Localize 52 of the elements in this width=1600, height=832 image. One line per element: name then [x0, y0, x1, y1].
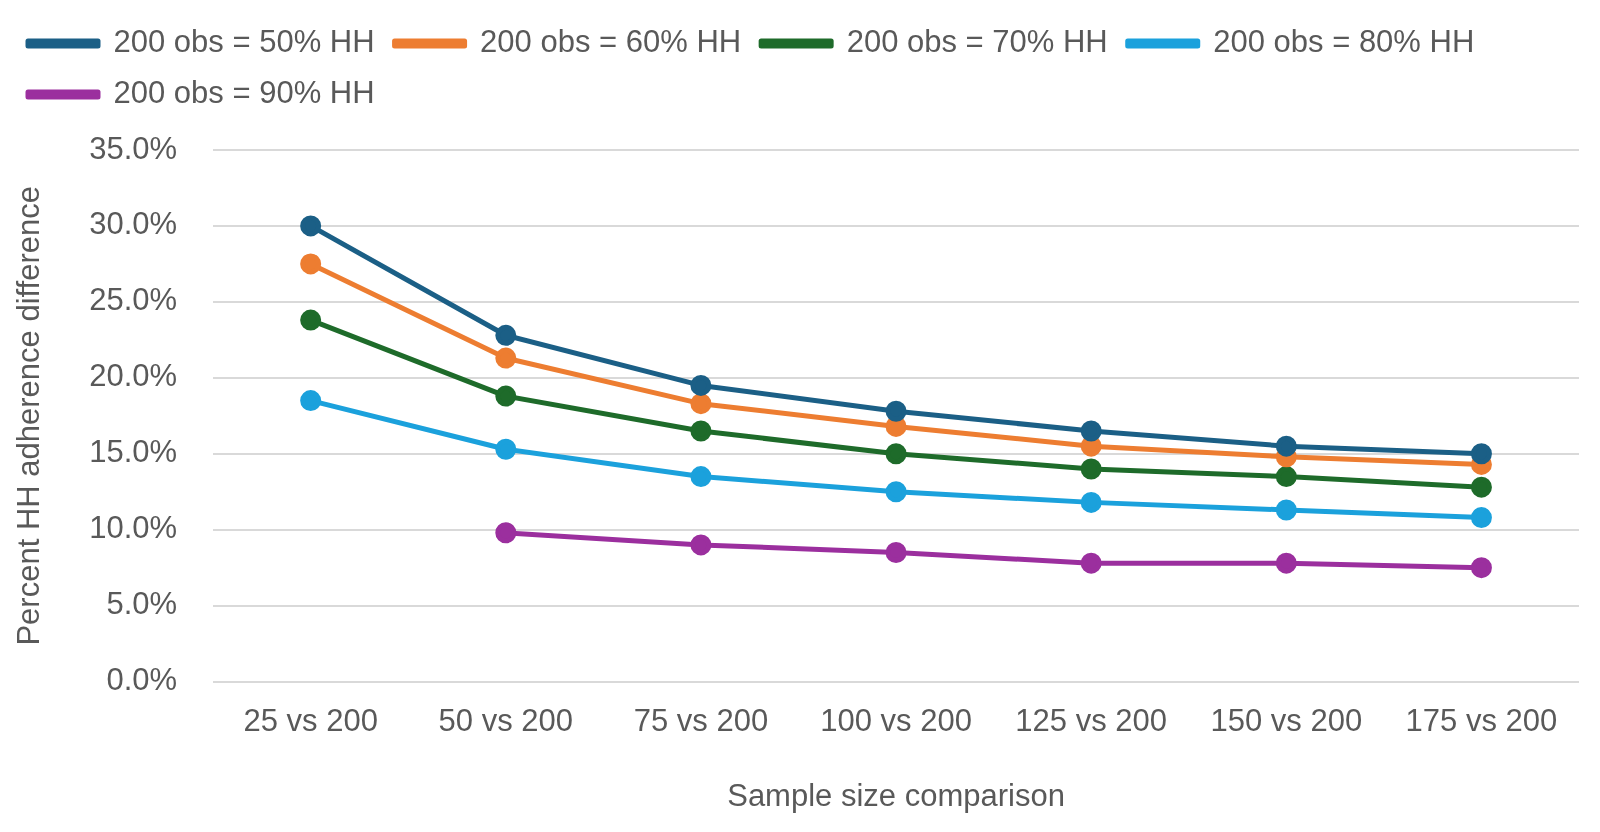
point — [690, 534, 712, 556]
point — [690, 420, 712, 442]
x-tick-label: 150 vs 200 — [1210, 702, 1363, 738]
y-axis-title: Percent HH adherence difference — [11, 186, 47, 646]
point — [1275, 552, 1297, 574]
point — [495, 385, 517, 407]
y-tick-label: 30.0% — [89, 206, 178, 242]
point — [690, 466, 712, 488]
x-tick-label: 25 vs 200 — [243, 702, 378, 738]
y-tick-label: 0.0% — [106, 662, 178, 698]
point — [495, 438, 517, 460]
point — [1470, 507, 1492, 529]
point — [1470, 557, 1492, 579]
y-tick-label: 20.0% — [89, 358, 178, 394]
point — [690, 393, 712, 415]
point — [885, 400, 907, 422]
point — [300, 253, 322, 275]
legend-label: 200 obs = 50% HH — [113, 24, 375, 60]
point — [1080, 420, 1102, 442]
x-tick-label: 125 vs 200 — [1015, 702, 1168, 738]
y-tick-label: 35.0% — [89, 130, 178, 166]
legend-label: 200 obs = 70% HH — [846, 24, 1108, 60]
legend-label: 200 obs = 60% HH — [480, 24, 742, 60]
point — [1470, 476, 1492, 498]
x-tick-label: 175 vs 200 — [1405, 702, 1558, 738]
legend-label: 200 obs = 90% HH — [113, 75, 375, 111]
x-tick-label: 50 vs 200 — [438, 702, 574, 738]
point — [1275, 435, 1297, 457]
point — [885, 481, 907, 503]
legend-label: 200 obs = 80% HH — [1213, 24, 1475, 60]
point — [495, 324, 517, 346]
point — [300, 309, 322, 331]
y-tick-label: 15.0% — [89, 434, 178, 470]
y-tick-label: 5.0% — [106, 586, 178, 622]
point — [1275, 499, 1297, 521]
point — [690, 374, 712, 396]
x-tick-label: 100 vs 200 — [820, 702, 972, 738]
point — [1080, 458, 1102, 480]
point — [1275, 466, 1297, 488]
x-axis-title: Sample size comparison — [727, 777, 1065, 813]
point — [495, 347, 517, 369]
point — [885, 542, 907, 563]
y-tick-label: 25.0% — [89, 282, 178, 318]
point — [1080, 552, 1102, 574]
point — [1470, 443, 1492, 465]
point — [300, 390, 322, 412]
point — [300, 215, 322, 237]
point — [1080, 491, 1102, 513]
x-tick-label: 75 vs 200 — [633, 702, 769, 738]
point — [885, 443, 907, 465]
point — [495, 522, 517, 544]
y-tick-label: 10.0% — [89, 510, 178, 546]
